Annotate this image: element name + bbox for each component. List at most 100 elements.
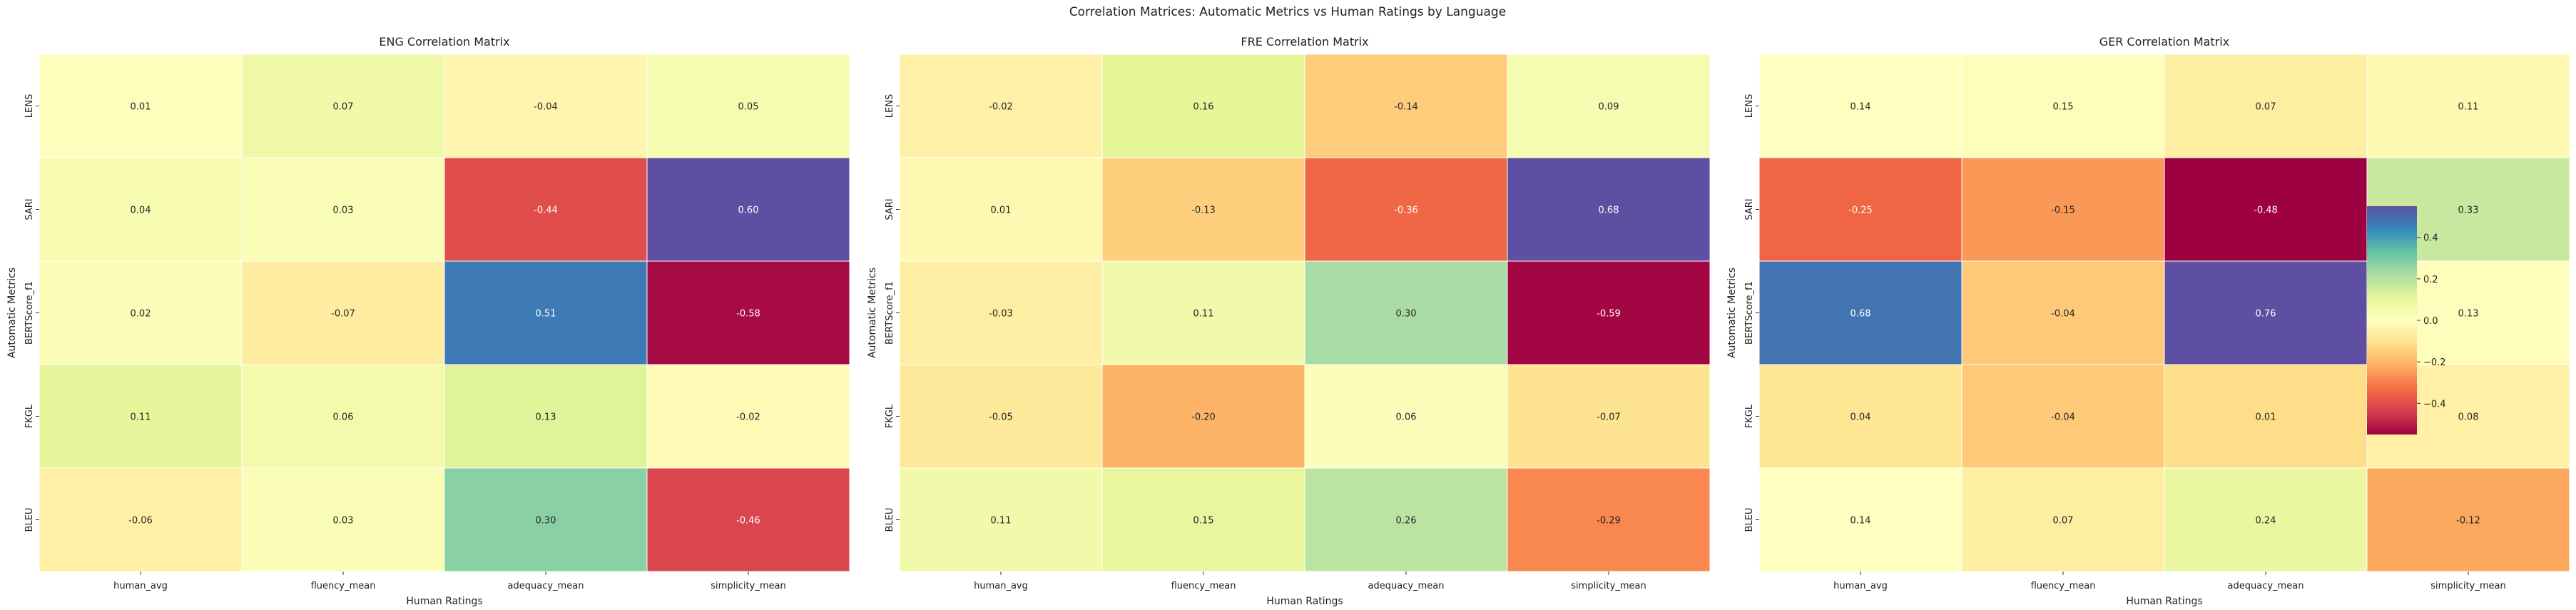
cell-value-label: -0.05 <box>989 412 1013 423</box>
cell-value-label: 0.05 <box>738 102 759 113</box>
panel-title: GER Correlation Matrix <box>2099 35 2229 49</box>
heatmap-cell <box>2164 157 2368 262</box>
cell-value-label: -0.02 <box>736 412 760 423</box>
heatmap-cell <box>241 54 445 158</box>
heatmap-cell <box>39 364 243 469</box>
heatmap-cell <box>646 467 850 572</box>
heatmap-cell <box>1961 467 2165 572</box>
heatmap-cell <box>646 54 850 158</box>
cell-value-label: 0.15 <box>2053 102 2074 113</box>
heatmap-cell <box>1507 54 1711 158</box>
heatmap-cell <box>2366 54 2570 158</box>
cell-value-label: -0.15 <box>2051 205 2075 216</box>
heatmap-cell <box>1758 260 1962 365</box>
cell-value-label: 0.01 <box>2256 412 2276 423</box>
cell-value-label: 0.03 <box>333 516 354 527</box>
cell-value-label: -0.03 <box>989 309 1013 320</box>
heatmap-cell <box>1758 157 1962 262</box>
heatmap-cell <box>1961 54 2165 158</box>
x-axis-label: Human Ratings <box>1266 596 1343 607</box>
heatmap-cell <box>899 260 1103 365</box>
heatmap-panel: ENG Correlation Matrix 0.01 0.07 -0.04 0.05 0… <box>6 35 850 607</box>
y-tick-label: BLEU <box>885 508 895 532</box>
cell-value-label: 0.33 <box>2458 205 2479 216</box>
colorbar-gradient <box>2367 206 2417 434</box>
cell-value-label: -0.58 <box>736 309 760 320</box>
cell-value-label: 0.07 <box>2053 516 2074 527</box>
cell-value-label: -0.29 <box>1597 516 1621 527</box>
cell-value-label: 0.16 <box>1193 102 1214 113</box>
y-tick-label: LENS <box>24 94 35 118</box>
cell-value-label: -0.07 <box>331 309 355 320</box>
cell-value-label: 0.04 <box>131 205 151 216</box>
heatmap-panels: ENG Correlation Matrix 0.01 0.07 -0.04 0.05 0… <box>6 35 2570 607</box>
heatmap-cell <box>1101 467 1305 572</box>
figure-suptitle: Correlation Matrices: Automatic Metrics … <box>1069 5 1506 19</box>
heatmap-cell <box>1758 364 1962 469</box>
y-tick-label: SARI <box>1744 198 1755 220</box>
cell-value-label: -0.59 <box>1597 309 1621 320</box>
heatmap-cell <box>1507 157 1711 262</box>
heatmap-cell <box>2366 467 2570 572</box>
cell-value-label: 0.11 <box>1193 309 1214 320</box>
cell-value-label: -0.04 <box>2051 412 2075 423</box>
cell-value-label: 0.06 <box>1396 412 1417 423</box>
cell-value-label: 0.06 <box>333 412 354 423</box>
heatmap-cell <box>39 157 243 262</box>
x-tick-label: human_avg <box>113 581 168 591</box>
y-axis-label: Automatic Metrics <box>6 268 18 358</box>
heatmap-cell <box>444 467 648 572</box>
x-tick-label: human_avg <box>974 581 1028 591</box>
heatmap-cell <box>1101 54 1305 158</box>
cell-value-label: -0.14 <box>1394 102 1418 113</box>
x-tick-label: adequacy_mean <box>2228 581 2304 591</box>
y-tick-label: BERTScore_f1 <box>1744 281 1755 345</box>
y-tick-label: FKGL <box>885 404 895 428</box>
cell-value-label: -0.12 <box>2456 516 2480 527</box>
colorbar-tick-label: −0.4 <box>2423 399 2446 410</box>
heatmap-cell <box>444 157 648 262</box>
y-tick-label: FKGL <box>24 404 35 428</box>
heatmap-cell <box>241 467 445 572</box>
colorbar-tick-label: 0.0 <box>2423 316 2438 327</box>
y-tick-label: BERTScore_f1 <box>885 281 895 345</box>
cell-value-label: -0.04 <box>534 102 558 113</box>
cell-value-label: -0.36 <box>1394 205 1418 216</box>
heatmap-cell <box>1507 467 1711 572</box>
cell-value-label: 0.24 <box>2256 516 2276 527</box>
heatmap-cell <box>2164 260 2368 365</box>
x-axis-label: Human Ratings <box>2126 596 2202 607</box>
heatmap-cell <box>2164 364 2368 469</box>
cell-value-label: 0.68 <box>1850 309 1871 320</box>
y-tick-label: LENS <box>885 94 895 118</box>
cell-value-label: 0.15 <box>1193 516 1214 527</box>
colorbar: 0.4 0.2 0.0 −0.2 −0.4 <box>2367 206 2446 434</box>
heatmap-cell <box>1507 260 1711 365</box>
x-tick-label: simplicity_mean <box>2430 581 2505 591</box>
heatmap-cell <box>444 364 648 469</box>
cell-value-label: 0.14 <box>1850 516 1871 527</box>
heatmap-cell <box>646 260 850 365</box>
heatmap-cell <box>241 260 445 365</box>
cell-value-label: 0.11 <box>2458 102 2479 113</box>
x-tick-label: human_avg <box>1833 581 1888 591</box>
heatmap-cell <box>1758 467 1962 572</box>
cell-value-label: 0.02 <box>131 309 151 320</box>
cell-value-label: 0.51 <box>536 309 556 320</box>
cell-value-label: 0.01 <box>991 205 1012 216</box>
cell-value-label: -0.46 <box>736 516 760 527</box>
cell-value-label: -0.44 <box>534 205 558 216</box>
heatmap-cell <box>1507 364 1711 469</box>
cell-value-label: 0.01 <box>131 102 151 113</box>
cell-value-label: 0.30 <box>1396 309 1417 320</box>
x-tick-label: adequacy_mean <box>1368 581 1445 591</box>
heatmap-cell <box>444 54 648 158</box>
x-axis-label: Human Ratings <box>406 596 482 607</box>
x-tick-label: fluency_mean <box>1171 581 1236 591</box>
heatmap-cell <box>241 364 445 469</box>
cell-value-label: 0.76 <box>2256 309 2276 320</box>
colorbar-tick-label: 0.4 <box>2423 233 2438 244</box>
panel-title: ENG Correlation Matrix <box>379 35 509 49</box>
heatmap-cell <box>899 54 1103 158</box>
